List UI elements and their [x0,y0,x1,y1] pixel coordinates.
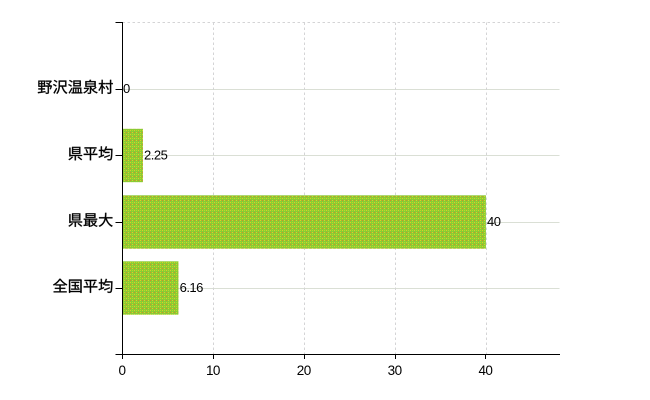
svg-text:2.25: 2.25 [144,148,168,163]
svg-text:40: 40 [487,214,501,229]
svg-text:10: 10 [206,363,220,378]
svg-text:40: 40 [478,363,492,378]
svg-text:20: 20 [297,363,311,378]
svg-text:30: 30 [388,363,402,378]
svg-text:0: 0 [119,363,126,378]
svg-text:0: 0 [123,81,130,96]
svg-text:6.16: 6.16 [180,280,204,295]
